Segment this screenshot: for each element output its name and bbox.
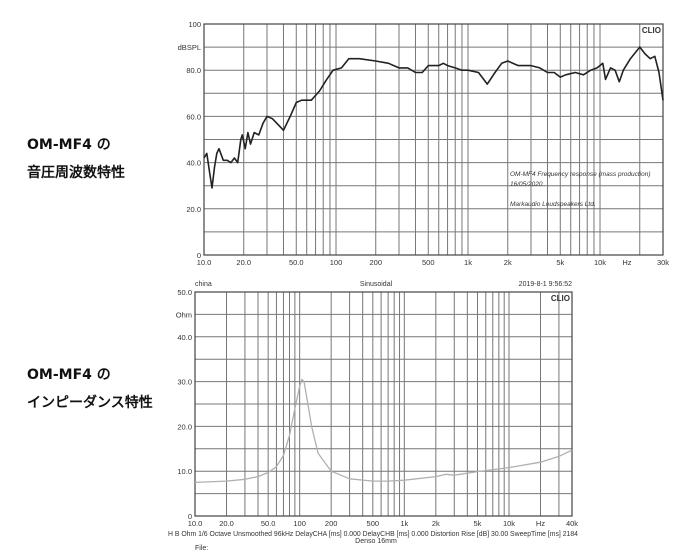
imp-xtick-label: 50.0 xyxy=(261,519,276,528)
fr-annotation: OM-MF4 Frequency response (mass producti… xyxy=(510,171,651,178)
imp-footer-settings: H B Ohm 1/6 Octave Unsmoothed 96kHz Dela… xyxy=(168,531,578,538)
fr-ytick-label: 0 xyxy=(197,251,201,260)
fr-ytick-label: 80.0 xyxy=(186,66,201,75)
imp-xtick-label: 100 xyxy=(293,519,306,528)
imp-header-left: china xyxy=(195,281,212,288)
imp-plot-frame xyxy=(194,291,573,517)
fr-xtick-label: 5k xyxy=(556,258,564,267)
fr-brand-logo: CLIO xyxy=(642,26,661,35)
imp-footer-device: Denso 16mm xyxy=(355,538,397,545)
fr-xtick-label: 10.0 xyxy=(197,258,212,267)
fr-annotation: Markaudio Loudspeakers Ltd. xyxy=(510,201,596,208)
imp-data-line xyxy=(194,378,573,484)
fr-xtick-label: 20.0 xyxy=(236,258,251,267)
fr-ytick-label: 60.0 xyxy=(186,112,201,121)
fr-caption-line2: 音圧周波数特性 xyxy=(27,165,125,181)
imp-ytick-label: 10.0 xyxy=(177,467,192,476)
imp-brand-logo: CLIO xyxy=(551,294,570,303)
imp-ytick-label: 50.0 xyxy=(177,288,192,297)
fr-xtick-label: Hz xyxy=(622,258,631,267)
imp-header-center: Sinusoidal xyxy=(360,281,393,288)
imp-xtick-label: 2k xyxy=(432,519,440,528)
fr-xtick-label: 200 xyxy=(369,258,382,267)
fr-plot-frame xyxy=(203,23,664,256)
imp-caption-line2: インピーダンス特性 xyxy=(27,395,153,411)
imp-xtick-label: 5k xyxy=(474,519,482,528)
imp-ytick-label: 0 xyxy=(188,512,192,521)
imp-ytick-label: 30.0 xyxy=(177,378,192,387)
imp-xtick-label: 20.0 xyxy=(219,519,234,528)
imp-xtick-label: 500 xyxy=(367,519,380,528)
imp-footer-file: File: xyxy=(195,545,208,552)
imp-ytick-label: 40.0 xyxy=(177,333,192,342)
fr-xtick-label: 100 xyxy=(330,258,343,267)
fr-annotation: 16/05/2020 xyxy=(510,181,543,188)
fr-ytick-label: 20.0 xyxy=(186,205,201,214)
imp-ytick-label: 20.0 xyxy=(177,422,192,431)
fr-xtick-label: 2k xyxy=(504,258,512,267)
fr-xtick-label: 30k xyxy=(657,258,669,267)
fr-xtick-label: 50.0 xyxy=(289,258,304,267)
imp-xtick-label: 10.0 xyxy=(188,519,203,528)
fr-xtick-label: 10k xyxy=(594,258,606,267)
imp-xtick-label: 200 xyxy=(325,519,338,528)
fr-caption-line1: OM-MF4 の xyxy=(27,137,111,153)
imp-xtick-label: Hz xyxy=(536,519,545,528)
imp-ylabel: Ohm xyxy=(176,310,192,319)
imp-xtick-label: 40k xyxy=(566,519,578,528)
fr-ytick-label: 40.0 xyxy=(186,159,201,168)
imp-header-right: 2019-8-1 9:56:52 xyxy=(519,281,572,288)
fr-data-line xyxy=(203,46,664,189)
imp-caption-line1: OM-MF4 の xyxy=(27,367,111,383)
fr-xtick-label: 1k xyxy=(464,258,472,267)
fr-ytick-label: 100 xyxy=(188,20,201,29)
fr-xtick-label: 500 xyxy=(422,258,435,267)
fr-ylabel: dBSPL xyxy=(178,43,201,52)
imp-xtick-label: 1k xyxy=(400,519,408,528)
imp-xtick-label: 10k xyxy=(503,519,515,528)
